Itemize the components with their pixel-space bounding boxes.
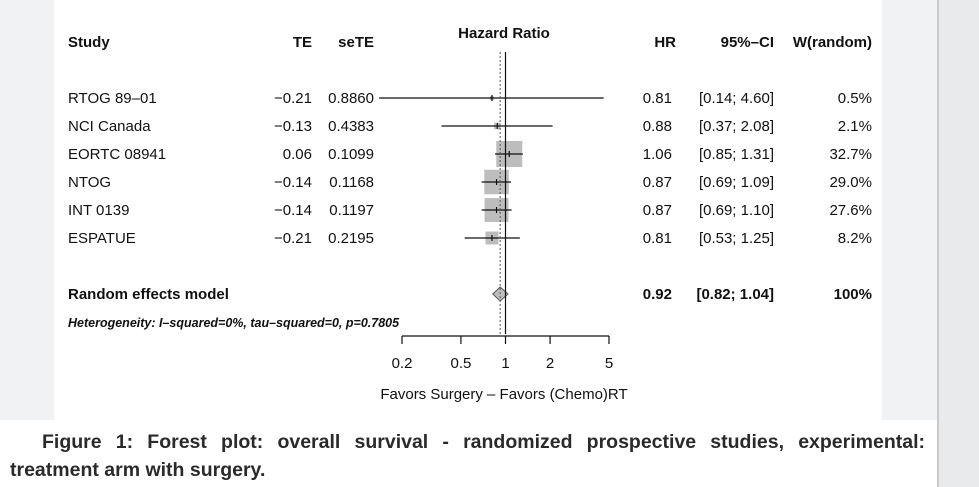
figure-caption: Figure 1: Forest plot: overall survival … bbox=[10, 428, 925, 484]
x-tick-label: 5 bbox=[605, 355, 613, 372]
study-name: NCI Canada bbox=[68, 118, 151, 135]
study-hr: 0.81 bbox=[643, 230, 672, 247]
study-hr: 0.87 bbox=[643, 202, 672, 219]
study-te: −0.21 bbox=[274, 90, 312, 107]
study-weight: 27.6% bbox=[829, 202, 872, 219]
study-sete: 0.1168 bbox=[329, 174, 374, 191]
study-ci: [0.14; 4.60] bbox=[699, 90, 774, 107]
header-ci: 95%–CI bbox=[721, 34, 774, 51]
header-study: Study bbox=[68, 34, 110, 51]
caption-line-1: Figure 1: Forest plot: overall survival … bbox=[42, 431, 784, 453]
heterogeneity-text: Heterogeneity: I–squared=0%, tau–squared… bbox=[68, 316, 400, 330]
study-row: EORTC 08941 0.06 0.1099 1.06 [0.85; 1.31] 32.… bbox=[68, 141, 872, 167]
header-weight: W(random) bbox=[793, 34, 872, 51]
caption-line-2: experimental: treatment arm with surgery… bbox=[10, 431, 925, 481]
study-hr: 0.81 bbox=[643, 90, 672, 107]
study-name: INT 0139 bbox=[68, 202, 129, 219]
study-sete: 0.2195 bbox=[328, 230, 374, 247]
study-te: −0.14 bbox=[274, 174, 312, 191]
study-weight: 2.1% bbox=[838, 118, 872, 135]
left-margin bbox=[0, 0, 54, 420]
study-te: −0.14 bbox=[274, 202, 312, 219]
study-row: RTOG 89–01 −0.21 0.8860 0.81 [0.14; 4.60] 0.5… bbox=[68, 90, 872, 107]
forest-plot-panel bbox=[54, 6, 882, 419]
study-sete: 0.8860 bbox=[328, 90, 374, 107]
pooled-weight: 100% bbox=[834, 286, 872, 303]
x-axis-label: Favors Surgery – Favors (Chemo)RT bbox=[380, 386, 627, 403]
study-te: −0.13 bbox=[274, 118, 312, 135]
study-ci: [0.85; 1.31] bbox=[699, 146, 774, 163]
study-ci: [0.69; 1.10] bbox=[699, 202, 774, 219]
study-ci: [0.53; 1.25] bbox=[699, 230, 774, 247]
study-row: NTOG −0.14 0.1168 0.87 [0.69; 1.09] 29.0% bbox=[68, 169, 872, 195]
study-te: 0.06 bbox=[283, 146, 312, 163]
header-sete: seTE bbox=[338, 34, 374, 51]
pooled-hr: 0.92 bbox=[643, 286, 672, 303]
study-row: NCI Canada −0.13 0.4383 0.88 [0.37; 2.08] 2.1… bbox=[68, 118, 872, 135]
right-margin bbox=[882, 0, 937, 420]
study-name: EORTC 08941 bbox=[68, 146, 166, 163]
study-name: ESPATUE bbox=[68, 230, 136, 247]
pooled-label: Random effects model bbox=[68, 286, 229, 303]
study-weight: 32.7% bbox=[829, 146, 872, 163]
study-weight: 29.0% bbox=[829, 174, 872, 191]
study-hr: 0.88 bbox=[643, 118, 672, 135]
study-ci: [0.69; 1.09] bbox=[699, 174, 774, 191]
study-hr: 0.87 bbox=[643, 174, 672, 191]
study-te: −0.21 bbox=[274, 230, 312, 247]
study-name: NTOG bbox=[68, 174, 111, 191]
study-sete: 0.1197 bbox=[329, 202, 374, 219]
pooled-ci: [0.82; 1.04] bbox=[696, 286, 774, 303]
study-hr: 1.06 bbox=[643, 146, 672, 163]
x-tick-label: 0.5 bbox=[450, 355, 471, 372]
study-sete: 0.4383 bbox=[328, 118, 374, 135]
x-tick-label: 2 bbox=[546, 355, 554, 372]
x-tick-label: 1 bbox=[501, 355, 509, 372]
header-hr: HR bbox=[654, 34, 676, 51]
study-weight: 0.5% bbox=[838, 90, 872, 107]
study-ci: [0.37; 2.08] bbox=[699, 118, 774, 135]
study-weight: 8.2% bbox=[838, 230, 872, 247]
study-row: ESPATUE −0.21 0.2195 0.81 [0.53; 1.25] 8.2% bbox=[68, 230, 872, 247]
header-te: TE bbox=[293, 34, 312, 51]
x-tick-label: 0.2 bbox=[392, 355, 413, 372]
header-hazard-ratio: Hazard Ratio bbox=[458, 25, 550, 42]
study-row: INT 0139 −0.14 0.1197 0.87 [0.69; 1.10] 27.6% bbox=[68, 198, 872, 222]
study-name: RTOG 89–01 bbox=[68, 90, 157, 107]
study-sete: 0.1099 bbox=[328, 146, 374, 163]
